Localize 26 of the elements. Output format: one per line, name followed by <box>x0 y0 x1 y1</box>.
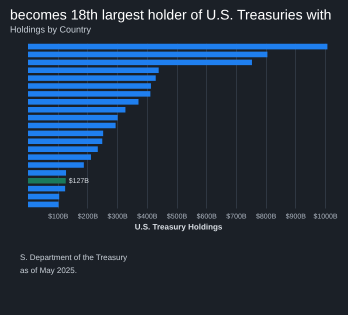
bar <box>28 138 102 144</box>
bar <box>28 44 328 50</box>
chart-title: becomes 18th largest holder of U.S. Treasuries with <box>10 6 332 23</box>
bar <box>28 75 156 81</box>
bar <box>28 106 126 112</box>
bar <box>28 130 104 136</box>
bar <box>28 67 159 73</box>
bar <box>28 186 66 192</box>
text: as of May 2025. <box>20 266 77 275</box>
bar <box>28 146 98 152</box>
chart-subtitle: Holdings by Country <box>10 24 92 35</box>
bar <box>28 99 138 105</box>
bar <box>28 52 268 58</box>
bar <box>28 91 150 97</box>
bar <box>28 162 84 168</box>
text: S. Department of the Treasury <box>20 253 128 262</box>
bar <box>28 154 91 160</box>
bar <box>28 122 116 128</box>
bar <box>28 170 66 176</box>
bar <box>28 178 66 184</box>
x-axis-title: U.S. Treasury Holdings <box>134 222 223 232</box>
bar <box>28 60 252 66</box>
bar <box>28 202 59 208</box>
bar <box>28 194 60 200</box>
bar <box>28 114 118 120</box>
bar <box>28 83 151 89</box>
